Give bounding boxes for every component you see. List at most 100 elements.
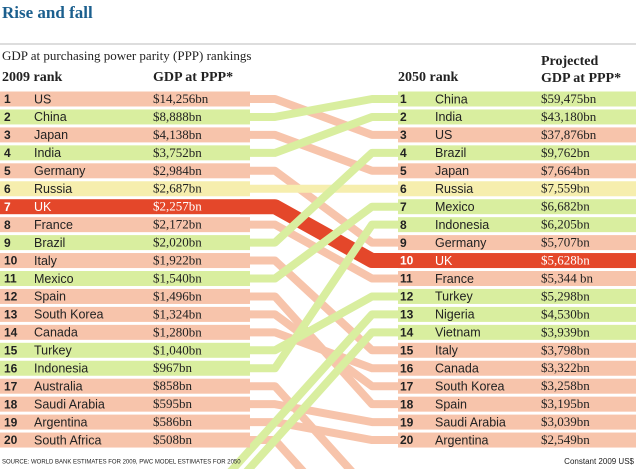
rank: 11: [4, 272, 17, 286]
country: Russia: [34, 182, 72, 196]
rank: 17: [4, 379, 18, 393]
rank: 18: [400, 397, 414, 411]
country: Brazil: [34, 236, 65, 250]
country: Turkey: [34, 344, 72, 358]
title: Rise and fall: [2, 3, 93, 22]
right-gdp-heading: GDP at PPP*: [541, 71, 621, 86]
row-band: [0, 378, 250, 394]
rank: 10: [4, 254, 18, 268]
country: Mexico: [435, 200, 475, 214]
row-band: [0, 235, 250, 251]
rank: 15: [4, 343, 18, 357]
gdp: $2,687bn: [153, 181, 202, 196]
row-band: [398, 199, 636, 215]
gdp: $1,324bn: [153, 306, 202, 321]
country: Japan: [435, 164, 469, 178]
country: UK: [34, 200, 52, 214]
rank: 20: [400, 433, 414, 447]
gdp: $7,664bn: [541, 163, 590, 178]
country: Nigeria: [435, 308, 475, 322]
rank-link: [243, 328, 410, 469]
row-band: [398, 91, 636, 107]
gdp: $1,540bn: [153, 270, 202, 285]
country: France: [435, 272, 474, 286]
rank-link: [240, 400, 410, 427]
gdp: $2,984bn: [153, 163, 202, 178]
row-band: [0, 109, 250, 125]
country: Australia: [34, 379, 83, 393]
rank: 11: [400, 272, 413, 286]
gdp: $8,888bn: [153, 109, 202, 124]
country: Indonesia: [435, 218, 489, 232]
left-gdp-heading: GDP at PPP*: [153, 70, 233, 85]
country: China: [435, 92, 468, 106]
row-band: [398, 235, 636, 251]
rank: 9: [400, 236, 407, 250]
rank-link: [240, 166, 410, 247]
rank-link: [240, 328, 410, 373]
gdp: $1,040bn: [153, 342, 202, 357]
country: Italy: [435, 344, 459, 358]
country: UK: [435, 254, 453, 268]
gdp: $9,762bn: [541, 145, 590, 160]
row-band: [398, 306, 636, 322]
gdp: $1,496bn: [153, 288, 202, 303]
rank-link: [240, 112, 410, 157]
country: Vietnam: [435, 326, 481, 340]
row-band: [398, 181, 636, 197]
gdp: $5,298bn: [541, 288, 590, 303]
rank: 15: [400, 343, 414, 357]
country: Argentina: [34, 415, 88, 429]
row-band: [0, 181, 250, 197]
rank: 3: [4, 128, 11, 142]
right-rank-heading: 2050 rank: [398, 70, 459, 85]
row-band: [0, 414, 250, 430]
rank: 8: [400, 218, 407, 232]
row-band: [0, 145, 250, 161]
gdp: $508bn: [153, 432, 193, 447]
rank: 19: [400, 415, 414, 429]
rank: 12: [400, 290, 414, 304]
rank: 10: [400, 254, 414, 268]
rank: 13: [400, 308, 414, 322]
rank: 14: [400, 326, 414, 340]
country: Saudi Arabia: [34, 397, 105, 411]
gdp: $2,257bn: [153, 199, 202, 214]
row-band: [398, 163, 636, 179]
rank-link: [240, 418, 410, 445]
rank-link: [240, 148, 410, 247]
country: Spain: [435, 397, 467, 411]
country: Turkey: [435, 290, 473, 304]
country: Germany: [435, 236, 487, 250]
source: SOURCE: WORLD BANK ESTIMATES FOR 2009, P…: [2, 460, 241, 466]
row-band: [0, 396, 250, 412]
country: Spain: [34, 290, 66, 304]
country: Japan: [34, 128, 68, 142]
rank-link: [240, 220, 410, 373]
rank-link: [240, 256, 410, 355]
right-gdp-heading: Projected: [541, 54, 598, 69]
row-band: [0, 271, 250, 286]
gdp: $586bn: [153, 414, 193, 429]
country: Italy: [34, 254, 58, 268]
country: Canada: [34, 326, 78, 340]
gdp: $7,559bn: [541, 181, 590, 196]
rank: 16: [4, 361, 18, 375]
rank: 2: [400, 110, 407, 124]
country: Indonesia: [34, 362, 88, 376]
row-band: [0, 324, 250, 340]
gdp: $3,939bn: [541, 324, 590, 339]
rank: 5: [4, 164, 11, 178]
rank: 7: [4, 200, 11, 214]
rank: 1: [400, 92, 407, 106]
gdp: $3,798bn: [541, 342, 590, 357]
gdp: $858bn: [153, 378, 193, 393]
gdp: $4,138bn: [153, 127, 202, 142]
row-band: [398, 378, 636, 394]
rank: 9: [4, 236, 11, 250]
row-band: [398, 217, 636, 233]
gdp: $967bn: [153, 360, 193, 375]
row-band: [0, 199, 250, 215]
country: US: [34, 92, 51, 106]
rank: 19: [4, 415, 18, 429]
